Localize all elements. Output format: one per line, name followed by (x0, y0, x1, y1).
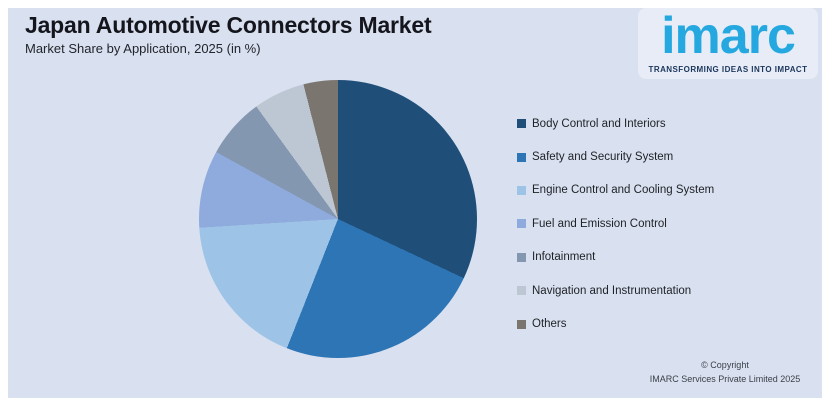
copyright-line1: © Copyright (701, 360, 749, 371)
legend-swatch (517, 219, 526, 229)
pie-chart (199, 80, 477, 358)
copyright-line2: IMARC Services Private Limited 2025 (649, 374, 801, 385)
legend-swatch (517, 119, 526, 129)
copyright: © Copyright IMARC Services Private Limit… (630, 359, 820, 387)
legend-item: Safety and Security System (517, 140, 714, 173)
logo-tagline: TRANSFORMING IDEAS INTO IMPACT (648, 65, 808, 75)
legend-label: Safety and Security System (532, 151, 674, 164)
legend-item: Infotainment (517, 241, 714, 274)
legend-swatch (517, 286, 526, 296)
legend-label: Navigation and Instrumentation (532, 284, 692, 297)
legend-label: Others (532, 318, 567, 331)
legend-item: Engine Control and Cooling System (517, 174, 714, 207)
legend: Body Control and Interiors Safety and Se… (517, 107, 714, 341)
legend-swatch (517, 185, 526, 195)
page-subtitle: Market Share by Application, 2025 (in %) (25, 41, 261, 56)
legend-label: Engine Control and Cooling System (532, 184, 715, 197)
imarc-logo: imarc TRANSFORMING IDEAS INTO IMPACT (638, 7, 818, 80)
legend-label: Infotainment (532, 251, 596, 264)
legend-item: Body Control and Interiors (517, 107, 714, 140)
legend-item: Navigation and Instrumentation (517, 274, 714, 307)
legend-label: Body Control and Interiors (532, 117, 666, 130)
legend-swatch (517, 319, 526, 329)
legend-item: Others (517, 307, 714, 340)
logo-wordmark: imarc (661, 7, 796, 65)
legend-label: Fuel and Emission Control (532, 217, 667, 230)
legend-swatch (517, 152, 526, 162)
legend-item: Fuel and Emission Control (517, 207, 714, 240)
page-title: Japan Automotive Connectors Market (25, 12, 432, 38)
legend-swatch (517, 252, 526, 262)
